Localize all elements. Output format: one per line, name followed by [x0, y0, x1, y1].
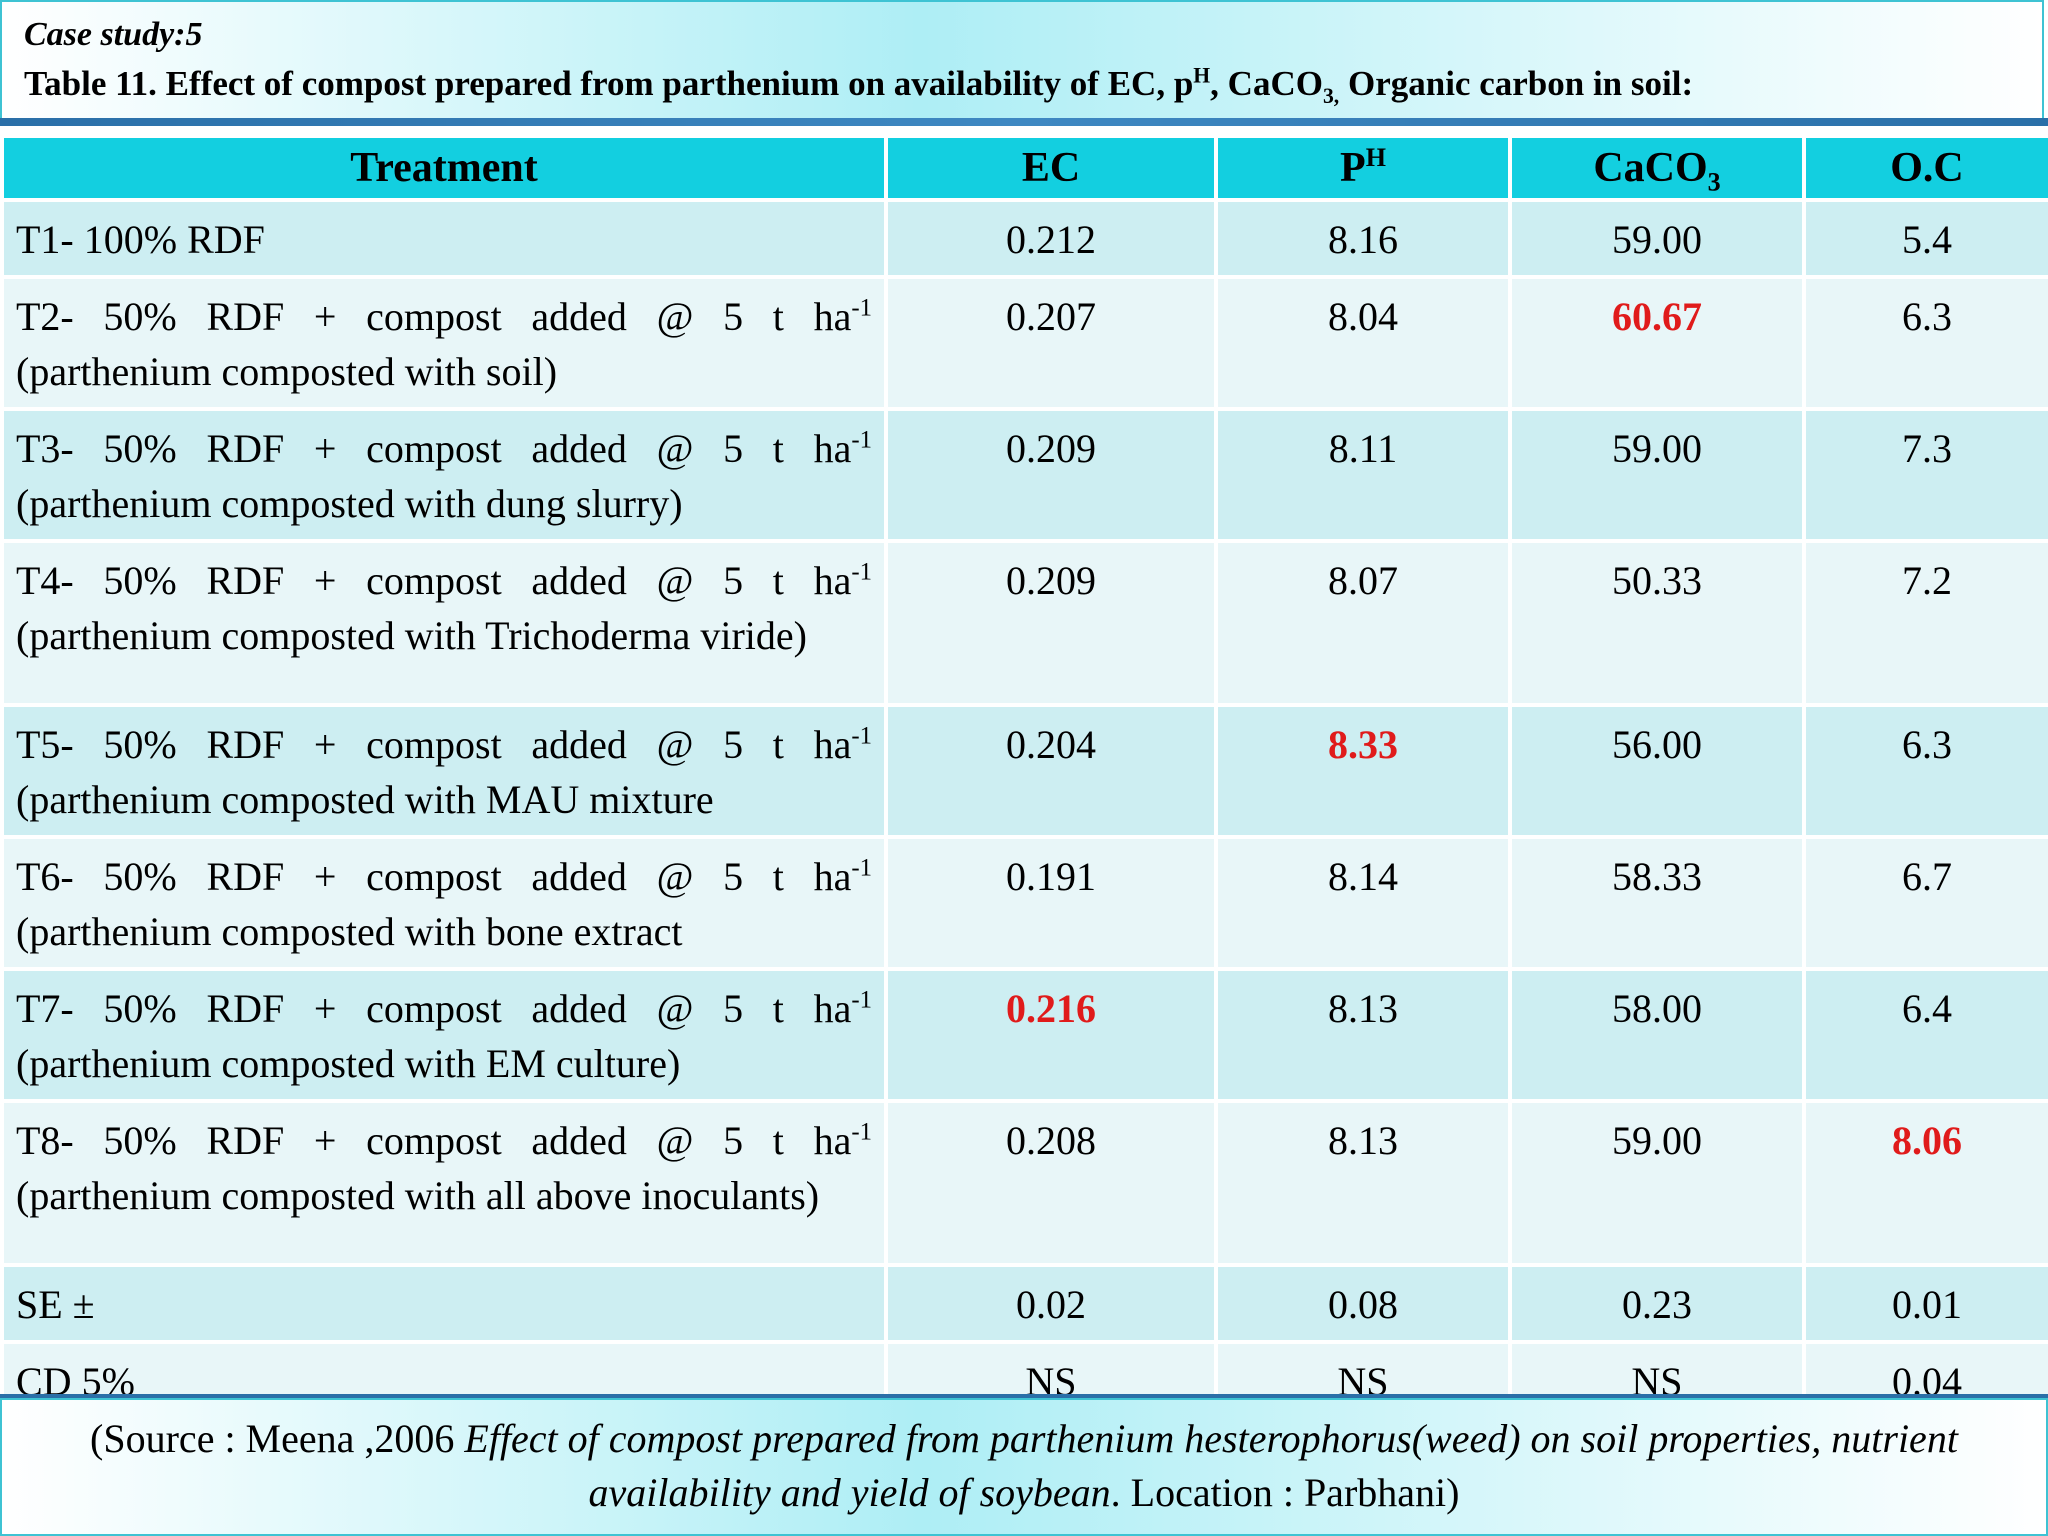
table-row: T6- 50% RDF + compost added @ 5 t ha-1 (…	[4, 839, 2048, 967]
treatment-cell: T4- 50% RDF + compost added @ 5 t ha-1 (…	[4, 543, 884, 703]
treatment-cell: T6- 50% RDF + compost added @ 5 t ha-1 (…	[4, 839, 884, 967]
header-ph-base: P	[1340, 145, 1366, 191]
ec-cell-highlight: 0.216	[888, 971, 1214, 1099]
oc-cell: 6.3	[1806, 707, 2048, 835]
table-row: T1- 100% RDF 0.212 8.16 59.00 5.4	[4, 202, 2048, 275]
caco3-cell: 50.33	[1512, 543, 1802, 703]
ec-cell: 0.204	[888, 707, 1214, 835]
ec-cell: 0.208	[888, 1103, 1214, 1263]
ec-cell: 0.02	[888, 1267, 1214, 1340]
source-title: Effect of compost prepared from partheni…	[464, 1416, 1958, 1515]
slide-header: Case study:5 Table 11. Effect of compost…	[0, 0, 2044, 124]
treatment-cell: T7- 50% RDF + compost added @ 5 t ha-1 (…	[4, 971, 884, 1099]
header-caco3: CaCO3	[1512, 138, 1802, 198]
source-citation: (Source : Meena ,2006 Effect of compost …	[0, 1398, 2048, 1536]
header-divider	[0, 118, 2048, 126]
data-table-container: Treatment EC PH CaCO3 O.C T1- 100% RDF 0…	[0, 134, 2048, 1440]
caco3-cell: 0.23	[1512, 1267, 1802, 1340]
treatment-cell: T5- 50% RDF + compost added @ 5 t ha-1 (…	[4, 707, 884, 835]
oc-cell: 7.2	[1806, 543, 2048, 703]
header-ec: EC	[888, 138, 1214, 198]
ec-cell: 0.209	[888, 543, 1214, 703]
header-ph: PH	[1218, 138, 1508, 198]
ph-cell-highlight: 8.33	[1218, 707, 1508, 835]
title-sub: 3,	[1322, 84, 1340, 108]
caco3-cell: 59.00	[1512, 202, 1802, 275]
title-prefix: Table 11. Effect of compost prepared fro…	[24, 64, 1194, 103]
ec-cell: 0.209	[888, 411, 1214, 539]
header-ph-sup: H	[1365, 143, 1386, 172]
caco3-cell: 59.00	[1512, 411, 1802, 539]
oc-cell: 7.3	[1806, 411, 2048, 539]
oc-cell: 5.4	[1806, 202, 2048, 275]
table-row: SE ± 0.02 0.08 0.23 0.01	[4, 1267, 2048, 1340]
ph-cell: 8.07	[1218, 543, 1508, 703]
source-suffix: . Location : Parbhani)	[1110, 1470, 1460, 1515]
ph-cell: 8.04	[1218, 279, 1508, 407]
oc-cell: 6.7	[1806, 839, 2048, 967]
data-table: Treatment EC PH CaCO3 O.C T1- 100% RDF 0…	[0, 134, 2048, 1444]
caco3-cell: 58.33	[1512, 839, 1802, 967]
caco3-cell: 58.00	[1512, 971, 1802, 1099]
ec-cell: 0.191	[888, 839, 1214, 967]
caco3-cell: 56.00	[1512, 707, 1802, 835]
table-row: T3- 50% RDF + compost added @ 5 t ha-1 (…	[4, 411, 2048, 539]
table-row: T8- 50% RDF + compost added @ 5 t ha-1 (…	[4, 1103, 2048, 1263]
caco3-cell: 59.00	[1512, 1103, 1802, 1263]
oc-cell: 6.3	[1806, 279, 2048, 407]
title-suffix: Organic carbon in soil:	[1339, 64, 1694, 103]
ec-cell: 0.212	[888, 202, 1214, 275]
treatment-cell: T3- 50% RDF + compost added @ 5 t ha-1 (…	[4, 411, 884, 539]
ec-cell: 0.207	[888, 279, 1214, 407]
case-study-label: Case study:5	[24, 16, 203, 53]
title-ph-sup: H	[1193, 63, 1211, 88]
treatment-cell: SE ±	[4, 1267, 884, 1340]
header-caco3-sub: 3	[1707, 167, 1721, 197]
ph-cell: 8.16	[1218, 202, 1508, 275]
treatment-cell: T1- 100% RDF	[4, 202, 884, 275]
treatment-cell: T2- 50% RDF + compost added @ 5 t ha-1 (…	[4, 279, 884, 407]
ph-cell: 0.08	[1218, 1267, 1508, 1340]
oc-cell: 6.4	[1806, 971, 2048, 1099]
table-title: Table 11. Effect of compost prepared fro…	[24, 63, 1694, 107]
source-prefix: (Source : Meena ,2006	[90, 1416, 465, 1461]
ph-cell: 8.13	[1218, 1103, 1508, 1263]
table-row: T2- 50% RDF + compost added @ 5 t ha-1 (…	[4, 279, 2048, 407]
table-row: T4- 50% RDF + compost added @ 5 t ha-1 (…	[4, 543, 2048, 703]
header-treatment: Treatment	[4, 138, 884, 198]
table-header-row: Treatment EC PH CaCO3 O.C	[4, 138, 2048, 198]
footer-divider	[0, 1394, 2048, 1398]
ph-cell: 8.13	[1218, 971, 1508, 1099]
caco3-cell-highlight: 60.67	[1512, 279, 1802, 407]
oc-cell: 0.01	[1806, 1267, 2048, 1340]
ph-cell: 8.11	[1218, 411, 1508, 539]
table-row: T7- 50% RDF + compost added @ 5 t ha-1 (…	[4, 971, 2048, 1099]
table-row: T5- 50% RDF + compost added @ 5 t ha-1 (…	[4, 707, 2048, 835]
header-caco3-base: CaCO	[1593, 145, 1708, 191]
header-oc: O.C	[1806, 138, 2048, 198]
treatment-cell: T8- 50% RDF + compost added @ 5 t ha-1 (…	[4, 1103, 884, 1263]
title-mid: , CaCO	[1210, 64, 1323, 103]
oc-cell-highlight: 8.06	[1806, 1103, 2048, 1263]
ph-cell: 8.14	[1218, 839, 1508, 967]
